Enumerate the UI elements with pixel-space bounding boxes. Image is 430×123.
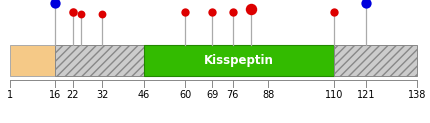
Text: 138: 138 — [408, 90, 426, 100]
Text: 121: 121 — [357, 90, 375, 100]
Point — [182, 11, 189, 13]
Text: 76: 76 — [227, 90, 239, 100]
Point — [247, 8, 254, 10]
Point — [99, 13, 106, 15]
Point — [330, 11, 337, 13]
Text: Kisspeptin: Kisspeptin — [204, 54, 273, 67]
Text: 69: 69 — [206, 90, 218, 100]
Text: 60: 60 — [179, 90, 191, 100]
Bar — [55, 45, 144, 76]
Bar — [10, 45, 55, 76]
Point — [209, 11, 215, 13]
Text: 88: 88 — [262, 90, 274, 100]
Point — [69, 11, 76, 13]
Point — [51, 2, 58, 4]
Text: 1: 1 — [7, 90, 13, 100]
Bar — [334, 45, 417, 76]
Point — [78, 13, 85, 15]
Text: 32: 32 — [96, 90, 108, 100]
Text: 16: 16 — [49, 90, 61, 100]
Text: 110: 110 — [325, 90, 343, 100]
Bar — [144, 45, 334, 76]
Point — [229, 11, 236, 13]
Point — [363, 2, 370, 4]
Text: 22: 22 — [66, 90, 79, 100]
Text: 46: 46 — [138, 90, 150, 100]
